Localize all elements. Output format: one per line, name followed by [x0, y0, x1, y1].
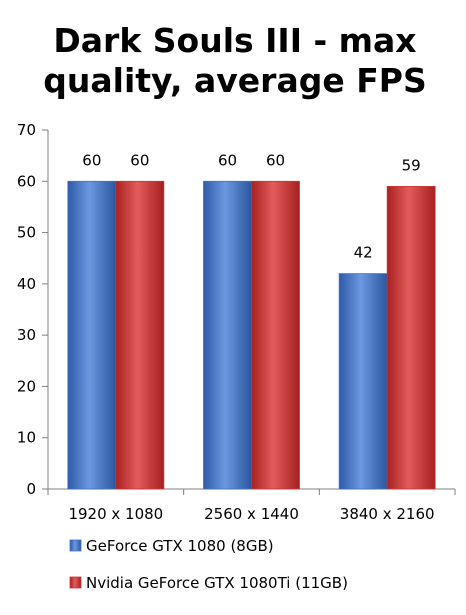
y-tick-label: 30 — [17, 326, 36, 344]
y-axis: 0 10 20 30 40 50 60 70 — [17, 121, 49, 498]
bar-value-label: 59 — [402, 156, 421, 174]
bar-value-label: 60 — [218, 151, 237, 169]
legend-swatch-series-1 — [69, 539, 82, 552]
y-tick-label: 50 — [17, 224, 36, 242]
chart-title-line-2: quality, average FPS — [43, 61, 426, 100]
y-tick-label: 60 — [17, 172, 36, 190]
y-tick-label: 0 — [26, 480, 36, 498]
x-tick-label: 3840 x 2160 — [340, 505, 435, 523]
bar-series-2 — [115, 180, 165, 490]
data-labels: 60 60 42 60 60 59 — [82, 151, 420, 261]
y-tick-label: 20 — [17, 377, 36, 395]
bar-series-1 — [67, 180, 117, 490]
legend-swatch-series-2 — [69, 576, 82, 589]
bar-series-1 — [203, 180, 252, 490]
x-tick-label: 2560 x 1440 — [204, 505, 299, 523]
bar-value-label: 60 — [130, 151, 149, 169]
y-tick-label: 10 — [17, 429, 36, 447]
legend-label-series-2: Nvidia GeForce GTX 1080Ti (11GB) — [86, 574, 348, 592]
bar-series-2 — [386, 186, 436, 490]
bar-series-2 — [251, 180, 300, 490]
bar-value-label: 60 — [82, 151, 101, 169]
y-tick-label: 70 — [17, 121, 36, 139]
bar-series-1 — [338, 273, 388, 490]
legend: GeForce GTX 1080 (8GB) Nvidia GeForce GTX… — [69, 537, 348, 592]
x-axis: 1920 x 1080 2560 x 1440 3840 x 2160 — [47, 488, 456, 523]
y-tick-label: 40 — [17, 275, 36, 293]
x-tick-label: 1920 x 1080 — [68, 505, 163, 523]
legend-label-series-1: GeForce GTX 1080 (8GB) — [86, 537, 274, 555]
chart-title-line-1: Dark Souls III - max — [53, 21, 416, 60]
bar-value-label: 42 — [354, 244, 373, 262]
bars — [67, 180, 436, 490]
bar-value-label: 60 — [266, 151, 285, 169]
